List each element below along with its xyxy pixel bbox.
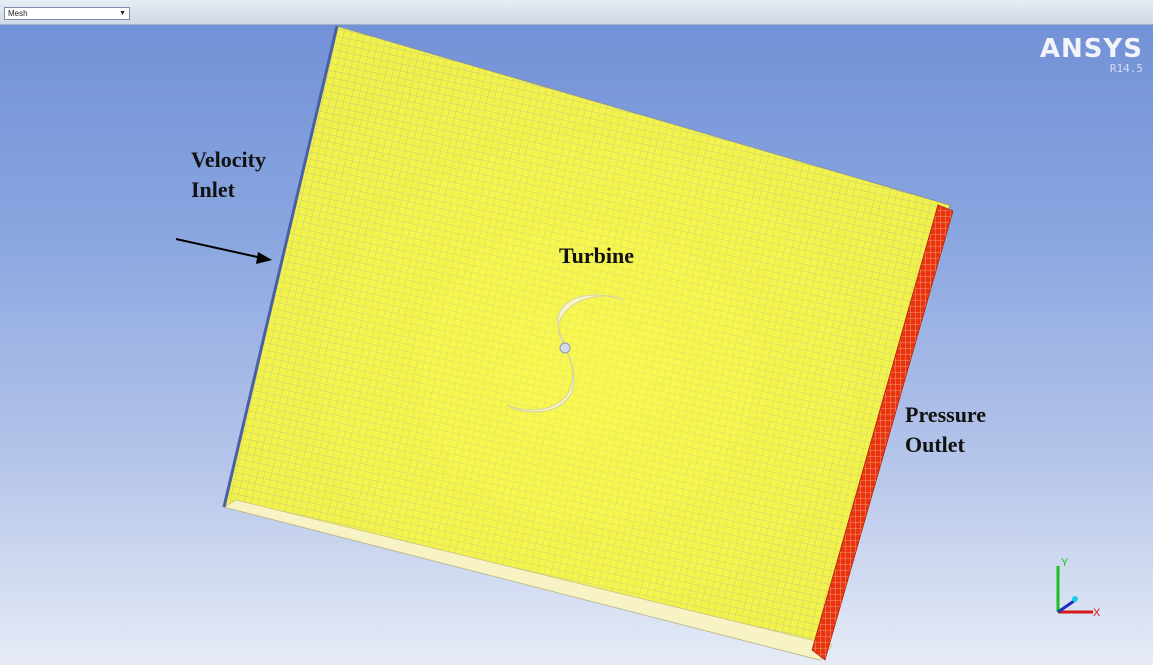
pressure-outlet-boundary[interactable] [811,204,954,661]
outlet-label-line2: Outlet [905,432,965,457]
inlet-arrow [175,238,272,264]
pressure-outlet-label: Pressure Outlet [905,400,986,460]
inlet-label-line2: Inlet [191,177,235,202]
ansys-logo: ANSYS R14.5 [1040,34,1143,75]
turbine-hub[interactable] [559,342,571,354]
turbine-blade-lower[interactable] [506,349,575,413]
logo-version: R14.5 [1109,62,1143,75]
turbine-blade-upper[interactable] [557,294,624,346]
velocity-inlet-boundary[interactable] [222,25,339,508]
axis-triad[interactable]: Y X [1056,557,1101,619]
velocity-inlet-label: Velocity Inlet [191,145,266,205]
triad-origin [1072,596,1078,602]
chevron-down-icon[interactable]: ▼ [119,10,126,17]
logo-brand: ANSYS [1039,34,1143,64]
display-select-value: Mesh [8,9,28,18]
turbine-label: Turbine [559,243,635,268]
display-select[interactable]: Mesh ▼ [4,7,130,20]
mesh-refinement-zone [224,26,950,660]
inlet-label-line1: Velocity [191,147,266,172]
outlet-label-line1: Pressure [905,402,987,427]
triad-z-axis [1057,599,1075,614]
graphics-toolbar: Mesh ▼ [0,0,1153,25]
bottom-wall [222,499,833,661]
triad-y-label: Y [1061,557,1069,569]
triad-x-label: X [1093,607,1101,619]
